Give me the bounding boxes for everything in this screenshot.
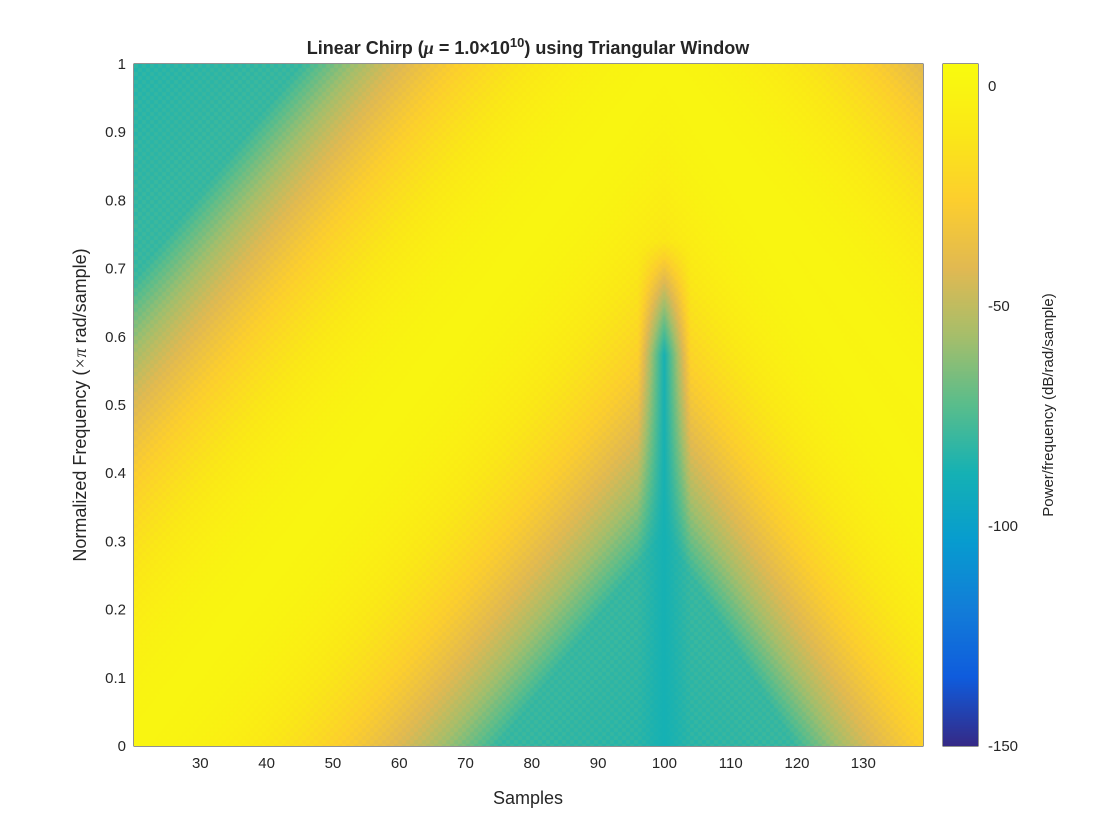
y-tick-label: 0.2 [105,602,126,619]
colorbar-label: Power/frequency (dB/rad/sample) [1040,293,1057,516]
title-suffix: ) using Triangular Window [524,38,750,58]
spectrogram-heatmap [134,64,923,746]
y-tick-label: 0.7 [105,261,126,278]
x-tick-label: 60 [391,755,408,772]
ylabel-symbol: ×π [70,347,90,369]
y-tick-label: 0.9 [105,124,126,141]
y-axis-ticks: 0 0.1 0.2 0.3 0.4 0.5 0.6 0.7 0.8 0.9 1 [105,56,923,755]
title-middle: = 1.0×10 [434,38,510,58]
y-tick-label: 0.1 [105,670,126,687]
colorbar-tick-label: -150 [988,738,1018,755]
title-mu-symbol: μ [423,38,434,58]
y-tick-label: 1 [118,56,126,73]
y-tick-label: 0.4 [105,465,126,482]
y-axis-label: Normalized Frequency (×π rad/sample) [70,248,90,561]
colorbar-tick-label: -50 [988,298,1010,315]
title-prefix: Linear Chirp ( [307,38,424,58]
y-tick-label: 0.6 [105,329,126,346]
colorbar-ticks: 0 -50 -100 -150 [973,78,1018,755]
chart-title: Linear Chirp (μ = 1.0×1010) using Triang… [307,35,750,58]
x-tick-label: 100 [652,755,677,772]
colorbar-tick-label: -100 [988,518,1018,535]
colorbar-gradient [943,64,978,746]
x-tick-label: 120 [785,755,810,772]
x-tick-label: 130 [851,755,876,772]
ylabel-prefix: Normalized Frequency ( [70,370,90,562]
x-tick-label: 70 [457,755,474,772]
x-tick-label: 90 [590,755,607,772]
x-tick-label: 80 [523,755,540,772]
y-tick-label: 0.5 [105,397,126,414]
colorbar-tick-label: 0 [988,78,996,95]
title-exponent: 10 [510,35,524,50]
x-axis-label: Samples [493,788,563,808]
plot-area[interactable] [134,64,923,746]
x-tick-label: 40 [258,755,275,772]
x-tick-label: 50 [325,755,342,772]
y-tick-label: 0 [118,738,126,755]
y-tick-label: 0.8 [105,192,126,209]
ylabel-suffix: rad/sample) [70,248,90,348]
x-tick-label: 30 [192,755,209,772]
x-tick-label: 110 [719,755,743,772]
y-tick-label: 0.3 [105,533,126,550]
